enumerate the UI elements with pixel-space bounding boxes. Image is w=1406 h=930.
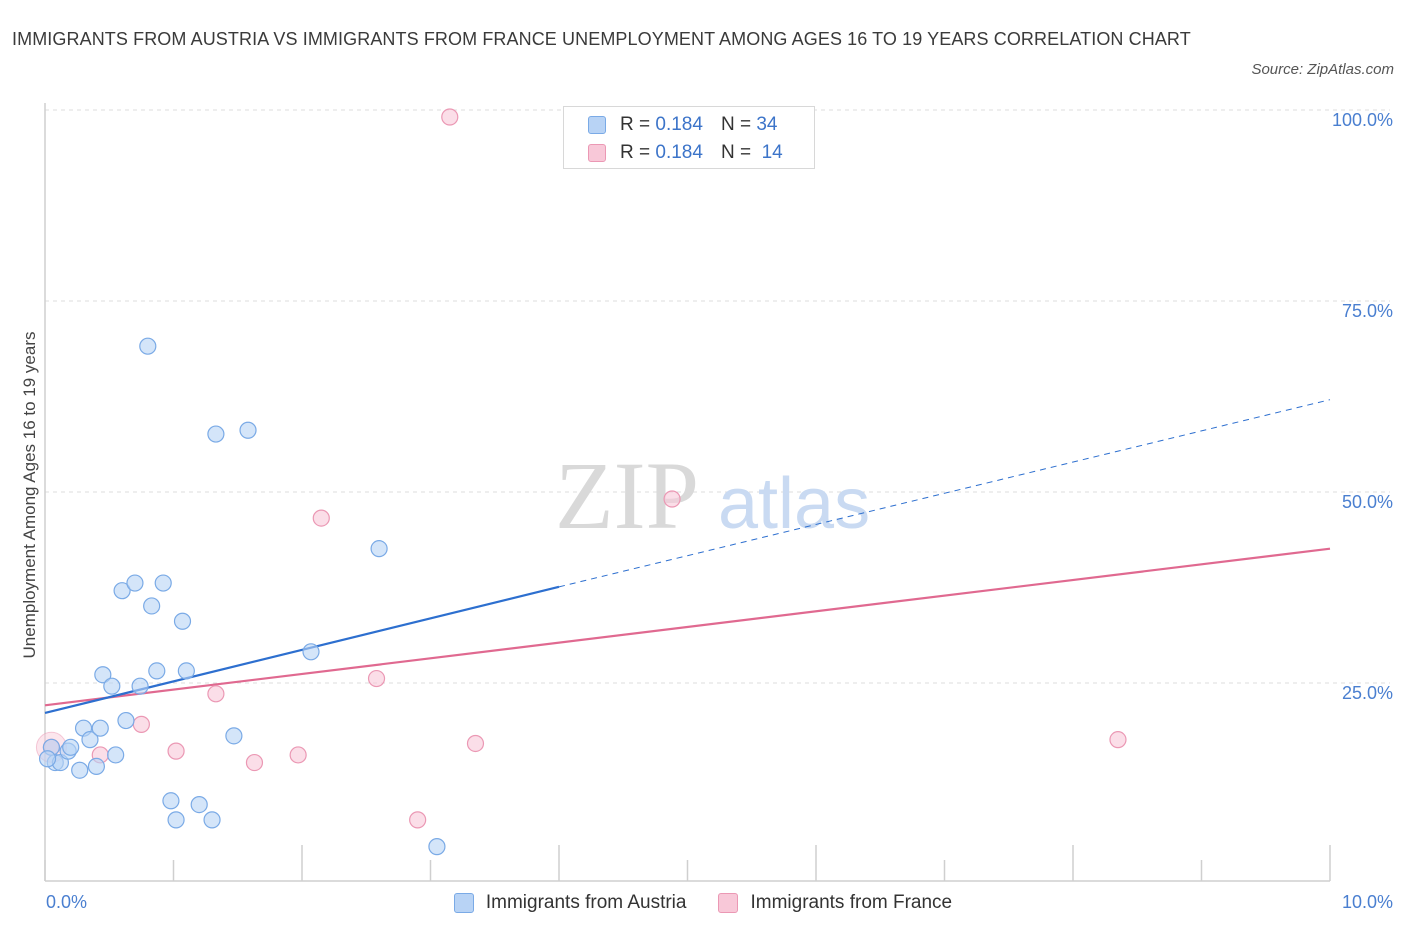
austria-point bbox=[91, 719, 109, 737]
france-point bbox=[245, 753, 264, 772]
austria-point bbox=[154, 574, 172, 592]
austria-point bbox=[302, 643, 320, 661]
legend-item-france[interactable]: Immigrants from France bbox=[718, 892, 952, 914]
r-value: 0.184 bbox=[655, 114, 703, 135]
austria-point bbox=[81, 731, 99, 749]
austria-point bbox=[148, 662, 166, 680]
austria-swatch bbox=[453, 893, 474, 913]
legend-row-france: R = 0.184 N = 14 bbox=[588, 141, 783, 165]
france-point bbox=[1109, 731, 1127, 749]
data-points bbox=[35, 108, 1127, 856]
austria-point bbox=[113, 582, 131, 600]
france-point bbox=[207, 685, 225, 703]
watermark-atlas: atlas bbox=[718, 464, 870, 544]
y-tick-label: 25.0% bbox=[1342, 683, 1393, 703]
n-value: 34 bbox=[756, 114, 778, 135]
france-swatch bbox=[718, 893, 739, 913]
france-point bbox=[367, 669, 386, 688]
france-swatch bbox=[588, 144, 606, 162]
n-label: N = bbox=[720, 142, 752, 163]
austria-point bbox=[239, 421, 257, 439]
austria-trend-projection bbox=[558, 399, 1331, 588]
correlation-legend: R = 0.184 N = 34 R = 0.184 N = 14 bbox=[563, 106, 815, 169]
austria-point bbox=[173, 612, 192, 630]
source-label: Source: ZipAtlas.com bbox=[1251, 61, 1394, 78]
y-tick-label: 100.0% bbox=[1332, 110, 1393, 130]
x-tick-label: 0.0% bbox=[46, 892, 87, 912]
n-label: N = bbox=[720, 114, 752, 135]
y-tick-label: 50.0% bbox=[1342, 492, 1393, 512]
austria-point bbox=[87, 757, 106, 776]
r-label: R = bbox=[620, 114, 651, 135]
legend-label: Immigrants from Austria bbox=[485, 892, 687, 913]
austria-trend-line bbox=[44, 585, 560, 714]
france-point bbox=[466, 734, 485, 753]
trend-lines bbox=[44, 399, 1331, 714]
austria-point bbox=[139, 337, 157, 355]
austria-point bbox=[203, 811, 221, 829]
france-point bbox=[167, 742, 185, 760]
watermark: ZIP atlas bbox=[555, 442, 870, 549]
y-tick-label: 75.0% bbox=[1342, 301, 1393, 321]
austria-point bbox=[370, 540, 388, 558]
series-legend: Immigrants from Austria Immigrants from … bbox=[0, 890, 1406, 916]
x-tick-label: 10.0% bbox=[1342, 892, 1393, 912]
r-value: 0.184 bbox=[655, 142, 703, 163]
austria-point bbox=[162, 792, 180, 810]
france-point bbox=[289, 746, 307, 764]
austria-point bbox=[143, 597, 161, 615]
france-point bbox=[663, 490, 681, 508]
france-point bbox=[132, 715, 150, 733]
austria-point bbox=[38, 750, 57, 768]
austria-point bbox=[131, 677, 149, 695]
n-value: 14 bbox=[761, 142, 783, 163]
austria-point bbox=[225, 727, 243, 745]
austria-point bbox=[94, 666, 112, 684]
tick-labels: 25.0% 50.0% 75.0% 100.0% 0.0% 10.0% bbox=[46, 110, 1393, 912]
grid-lines bbox=[45, 109, 1390, 684]
france-trend-line bbox=[44, 547, 1331, 707]
austria-point bbox=[177, 662, 195, 680]
france-point bbox=[312, 509, 330, 527]
austria-point bbox=[62, 738, 80, 756]
legend-item-austria[interactable]: Immigrants from Austria bbox=[453, 892, 687, 914]
france-point bbox=[409, 811, 427, 829]
chart-title: IMMIGRANTS FROM AUSTRIA VS IMMIGRANTS FR… bbox=[12, 29, 1191, 49]
legend-label: Immigrants from France bbox=[750, 892, 953, 913]
austria-point bbox=[167, 811, 185, 829]
legend-row-austria: R = 0.184 N = 34 bbox=[588, 113, 777, 137]
r-label: R = bbox=[620, 142, 651, 163]
austria-point bbox=[71, 761, 89, 779]
austria-point bbox=[117, 711, 135, 730]
austria-point bbox=[428, 838, 446, 856]
austria-point bbox=[190, 795, 208, 814]
axes bbox=[44, 103, 1331, 882]
austria-point bbox=[207, 425, 225, 443]
austria-point bbox=[103, 677, 121, 695]
austria-point bbox=[126, 574, 144, 592]
france-point bbox=[441, 108, 459, 126]
austria-point bbox=[107, 746, 125, 764]
austria-swatch bbox=[588, 116, 606, 134]
